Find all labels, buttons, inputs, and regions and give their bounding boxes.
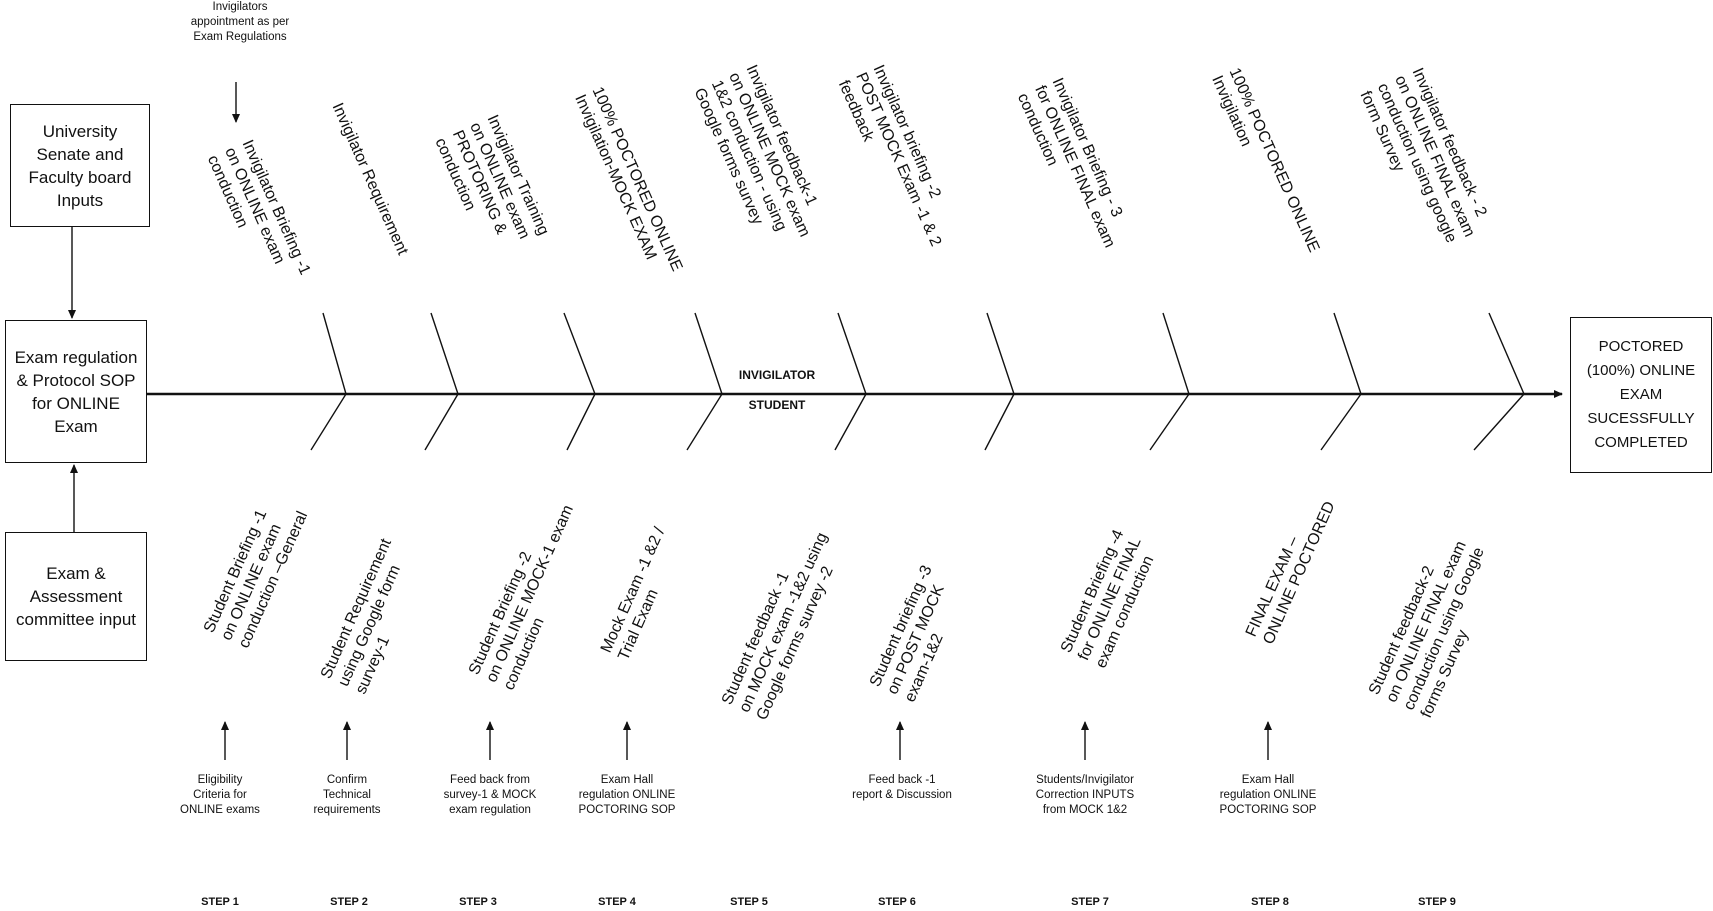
step-input-line: regulation ONLINE [1219, 789, 1317, 801]
exam-regulation-box: Exam regulation & Protocol SOP for ONLIN… [5, 320, 147, 463]
student-axis-label: STUDENT [748, 398, 806, 412]
step-label-4: STEP 4 [598, 896, 636, 908]
step-8-input-note: Exam Hall regulation ONLINE POCTORING SOP [1220, 773, 1317, 818]
invigilator-branch-7 [1162, 312, 1190, 395]
student-branch-5 [834, 393, 867, 451]
step-input-line: survey-1 & MOCK [443, 789, 537, 801]
fishbone-branches [310, 312, 1525, 451]
invigilator-axis-label: INVIGILATOR [738, 368, 816, 382]
step-input-line: Technical [323, 789, 371, 801]
input-arrows [68, 82, 1272, 760]
invigilator-branch-3 [563, 312, 596, 395]
step-label-6: STEP 6 [878, 896, 916, 908]
step-input-line: Exam Hall [1241, 774, 1295, 786]
step-4-input-note: Exam Hall regulation ONLINE POCTORING SOP [579, 773, 676, 818]
step-label-2: STEP 2 [330, 896, 368, 908]
assessment-committee-box: Exam & Assessment committee input [5, 532, 147, 661]
step-input-line: requirements [313, 804, 381, 816]
step-input-line: ONLINE exams [180, 804, 260, 816]
step-6-input-note: Feed back -1 report & Discussion [852, 773, 952, 803]
step-1-input-note: Eligibility Criteria for ONLINE exams [180, 773, 260, 818]
invigilator-branch-4 [694, 312, 723, 395]
outcome-box: POCTORED (100%) ONLINE EXAM SUCESSFULLY … [1570, 317, 1712, 473]
invigilator-appointment-note: Invigilators appointment as per Exam Reg… [190, 1, 290, 43]
step-3-input-note: Feed back from survey-1 & MOCK exam regula… [444, 773, 537, 818]
step-input-line: exam regulation [449, 804, 531, 816]
step-input-line: Feed back -1 [868, 774, 936, 786]
student-branch-3 [566, 393, 596, 451]
step-input-line: Eligibility [197, 774, 243, 786]
invigilator-branch-5 [837, 312, 867, 395]
student-branch-9 [1473, 393, 1525, 451]
step-2-input-note: Confirm Technical requirements [313, 773, 380, 818]
step-input-line: Students/Invigilator [1036, 774, 1134, 786]
senate-input-box: University Senate and Faculty board Inpu… [10, 104, 150, 227]
step-input-line: Confirm [326, 774, 368, 786]
step-label-7: STEP 7 [1071, 896, 1109, 908]
invigilator-branch-6 [986, 312, 1015, 395]
step-input-line: Exam Hall [600, 774, 654, 786]
step-input-line: from MOCK 1&2 [1042, 804, 1128, 816]
invigilator-branch-8 [1333, 312, 1362, 395]
student-branch-8 [1320, 393, 1362, 451]
step-label-3: STEP 3 [459, 896, 497, 908]
invigilator-branch-9 [1488, 312, 1525, 395]
student-branch-6 [984, 393, 1015, 451]
invigilator-branch-2 [430, 312, 459, 395]
step-input-line: Criteria for [193, 789, 247, 801]
student-branch-4 [686, 393, 723, 451]
step-label-9: STEP 9 [1418, 896, 1456, 908]
student-branch-1 [310, 393, 347, 451]
student-branch-7 [1149, 393, 1190, 451]
step-label-8: STEP 8 [1251, 896, 1289, 908]
step-label-5: STEP 5 [730, 896, 768, 908]
step-label-1: STEP 1 [201, 896, 239, 908]
step-input-line: POCTORING SOP [578, 804, 676, 816]
step-7-input-note: Students/Invigilator Correction INPUTS fro… [1036, 773, 1134, 818]
step-input-line: POCTORING SOP [1219, 804, 1317, 816]
student-branch-2 [424, 393, 459, 451]
invigilator-branch-1 [322, 312, 347, 395]
step-input-line: regulation ONLINE [578, 789, 676, 801]
step-input-line: Feed back from [450, 774, 530, 786]
step-input-line: Correction INPUTS [1035, 789, 1135, 801]
step-input-line: report & Discussion [852, 789, 952, 801]
